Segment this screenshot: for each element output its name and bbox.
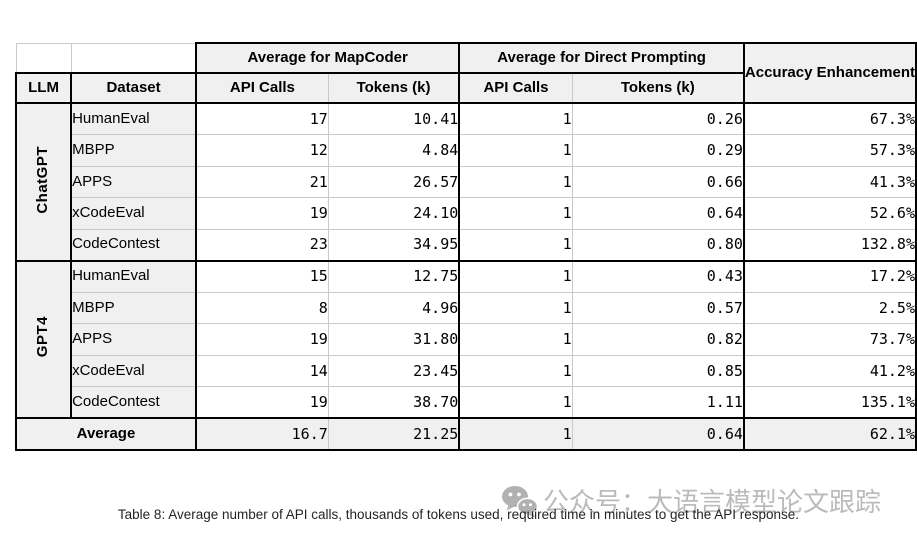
- table-row: xCodeEval 19 24.10 1 0.64 52.6%: [16, 197, 917, 230]
- mapcoder-tokens-cell: 10.41: [327, 102, 461, 135]
- wechat-icon: [502, 486, 538, 518]
- mapcoder-tokens-cell: 4.84: [327, 134, 461, 167]
- mapcoder-tokens-cell: 12.75: [327, 260, 461, 293]
- mapcoder-api-calls-cell: 8: [195, 291, 329, 324]
- dataset-cell: HumanEval: [70, 260, 198, 293]
- dataset-cell: APPS: [70, 323, 198, 356]
- corner-blank-llm: [15, 42, 72, 74]
- col-header-accuracy-enhancement: Accuracy Enhancement: [742, 42, 917, 104]
- direct-tokens-cell: 0.85: [571, 354, 745, 387]
- mapcoder-tokens-cell: 34.95: [327, 228, 461, 262]
- watermark: 公众号：大语言模型论文跟踪: [501, 485, 881, 518]
- dataset-cell: CodeContest: [70, 228, 198, 262]
- mapcoder-tokens-cell: 24.10: [327, 197, 461, 230]
- dataset-cell: CodeContest: [70, 386, 198, 419]
- dataset-cell: MBPP: [70, 134, 198, 167]
- col-header-direct-api-calls: API Calls: [458, 72, 573, 104]
- avg-mapcoder-api-calls: 16.7: [195, 417, 329, 451]
- table-row: MBPP 12 4.84 1 0.29 57.3%: [16, 134, 917, 167]
- dataset-cell: xCodeEval: [70, 354, 198, 387]
- mapcoder-api-calls-cell: 21: [195, 165, 329, 198]
- direct-api-calls-cell: 1: [458, 134, 573, 167]
- direct-api-calls-cell: 1: [458, 291, 573, 324]
- table-row: ChatGPT HumanEval 17 10.41 1 0.26 67.3%: [14, 102, 917, 262]
- accuracy-cell: 2.5%: [743, 291, 917, 324]
- direct-tokens-cell: 0.26: [571, 102, 745, 135]
- mapcoder-tokens-cell: 26.57: [327, 165, 461, 198]
- llm-group-label: GPT4: [34, 316, 52, 358]
- mapcoder-tokens-cell: 23.45: [327, 354, 461, 387]
- table-row: CodeContest 23 34.95 1 0.80 132.8%: [16, 228, 917, 262]
- table-row: APPS 21 26.57 1 0.66 41.3%: [16, 165, 917, 198]
- direct-api-calls-cell: 1: [458, 228, 573, 262]
- dataset-cell: MBPP: [70, 291, 198, 324]
- accuracy-cell: 41.3%: [743, 165, 917, 198]
- mapcoder-api-calls-cell: 19: [195, 323, 329, 356]
- accuracy-cell: 52.6%: [743, 197, 917, 230]
- col-header-mapcoder-tokens: Tokens (k): [327, 72, 461, 104]
- direct-tokens-cell: 0.57: [571, 291, 745, 324]
- table-row: CodeContest 19 38.70 1 1.11 135.1%: [16, 386, 917, 419]
- direct-api-calls-cell: 1: [458, 354, 573, 387]
- dataset-cell: APPS: [70, 165, 198, 198]
- mapcoder-tokens-cell: 4.96: [327, 291, 461, 324]
- accuracy-cell: 132.8%: [743, 228, 917, 262]
- average-label: Average: [14, 417, 198, 451]
- direct-tokens-cell: 0.66: [571, 165, 745, 198]
- mapcoder-api-calls-cell: 12: [195, 134, 329, 167]
- mapcoder-api-calls-cell: 19: [195, 197, 329, 230]
- corner-blank-dataset: [70, 42, 197, 74]
- direct-api-calls-cell: 1: [458, 197, 573, 230]
- col-header-mapcoder-api-calls: API Calls: [195, 72, 329, 104]
- accuracy-cell: 41.2%: [743, 354, 917, 387]
- direct-api-calls-cell: 1: [458, 165, 573, 198]
- col-header-direct-tokens: Tokens (k): [571, 72, 745, 104]
- col-header-llm: LLM: [14, 72, 73, 104]
- accuracy-cell: 73.7%: [743, 323, 917, 356]
- col-header-dataset: Dataset: [70, 72, 198, 104]
- table-row: APPS 19 31.80 1 0.82 73.7%: [16, 323, 917, 356]
- accuracy-cell: 57.3%: [743, 134, 917, 167]
- llm-group-gpt4: GPT4: [14, 260, 73, 419]
- average-row: Average 16.7 21.25 1 0.64 62.1%: [14, 417, 917, 451]
- direct-tokens-cell: 1.11: [571, 386, 745, 419]
- watermark-text: 公众号：大语言模型论文跟踪: [543, 486, 882, 517]
- table-caption: Table 8: Average number of API calls, th…: [117, 507, 800, 522]
- llm-group-chatgpt: ChatGPT: [14, 102, 73, 262]
- mapcoder-api-calls-cell: 23: [195, 228, 329, 262]
- mapcoder-tokens-cell: 38.70: [327, 386, 461, 419]
- avg-direct-tokens: 0.64: [571, 417, 745, 451]
- direct-tokens-cell: 0.29: [571, 134, 745, 167]
- avg-mapcoder-tokens: 21.25: [327, 417, 461, 451]
- mapcoder-api-calls-cell: 15: [195, 260, 329, 293]
- mapcoder-tokens-cell: 31.80: [327, 323, 461, 356]
- results-table: Average for MapCoder Average for Direct …: [14, 42, 917, 451]
- avg-accuracy: 62.1%: [743, 417, 917, 451]
- col-group-mapcoder: Average for MapCoder: [195, 42, 461, 74]
- table-row: MBPP 8 4.96 1 0.57 2.5%: [16, 291, 917, 324]
- avg-direct-api-calls: 1: [458, 417, 573, 451]
- col-group-direct-prompting: Average for Direct Prompting: [458, 42, 745, 74]
- direct-api-calls-cell: 1: [458, 323, 573, 356]
- table-row: GPT4 HumanEval 15 12.75 1 0.43 17.2%: [14, 260, 917, 419]
- mapcoder-api-calls-cell: 14: [195, 354, 329, 387]
- direct-api-calls-cell: 1: [458, 102, 573, 135]
- direct-tokens-cell: 0.43: [571, 260, 745, 293]
- direct-tokens-cell: 0.82: [571, 323, 745, 356]
- direct-api-calls-cell: 1: [458, 386, 573, 419]
- mapcoder-api-calls-cell: 17: [195, 102, 329, 135]
- accuracy-cell: 135.1%: [743, 386, 917, 419]
- mapcoder-api-calls-cell: 19: [195, 386, 329, 419]
- accuracy-cell: 17.2%: [743, 260, 917, 293]
- table-row: xCodeEval 14 23.45 1 0.85 41.2%: [16, 354, 917, 387]
- direct-tokens-cell: 0.80: [571, 228, 745, 262]
- dataset-cell: HumanEval: [70, 102, 198, 135]
- accuracy-cell: 67.3%: [743, 102, 917, 135]
- direct-tokens-cell: 0.64: [571, 197, 745, 230]
- direct-api-calls-cell: 1: [458, 260, 573, 293]
- llm-group-label: ChatGPT: [34, 145, 52, 214]
- dataset-cell: xCodeEval: [70, 197, 198, 230]
